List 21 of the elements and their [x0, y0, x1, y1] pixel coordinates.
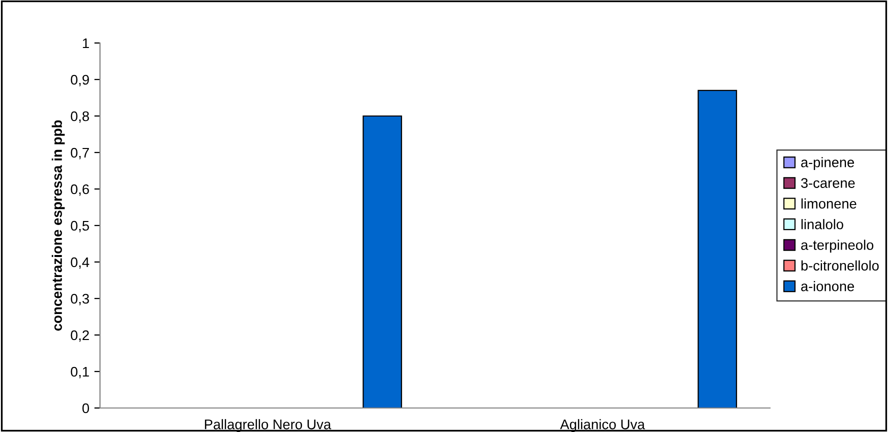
legend-label: linalolo [801, 219, 844, 230]
legend-label: b-citronellolo [801, 260, 879, 271]
legend-label: a-pinene [801, 157, 854, 170]
legend-label: a-terpineolo [801, 240, 874, 253]
y-tick-label: 0,5 [70, 220, 90, 232]
y-tick-label: 0,7 [70, 148, 89, 160]
y-tick-label: 0,1 [70, 366, 89, 378]
y-axis-title: concentrazione espressa in ppb [52, 120, 65, 331]
y-tick-label: 0 [82, 403, 90, 414]
legend-label: 3-carene [801, 178, 855, 188]
y-tick-label: 0,2 [70, 330, 89, 342]
x-tick-label: Pallagrello Nero Uva [204, 419, 332, 432]
y-tick-label: 0,3 [70, 294, 89, 306]
y-tick-label: 0,9 [70, 74, 89, 86]
y-tick-label: 0,4 [70, 257, 90, 269]
y-tick-label: 0,6 [70, 184, 89, 196]
legend-label: limonene [801, 198, 856, 209]
y-tick-label: 0,8 [70, 111, 89, 123]
legend-label: a-ionone [801, 281, 854, 292]
x-tick-label: Aglianico Uva [560, 419, 645, 432]
y-tick-label: 1 [82, 38, 89, 48]
